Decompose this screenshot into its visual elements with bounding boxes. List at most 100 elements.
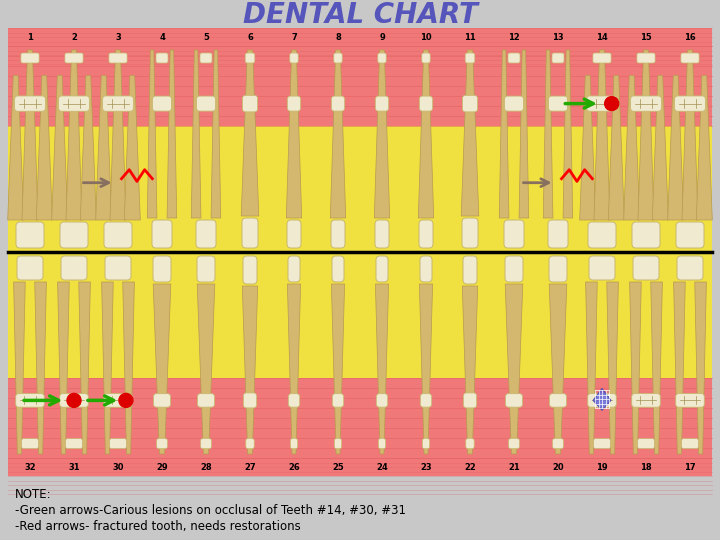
FancyBboxPatch shape: [375, 220, 389, 248]
Bar: [8, 458, 712, 476]
Polygon shape: [629, 282, 642, 454]
FancyBboxPatch shape: [102, 96, 133, 111]
Polygon shape: [462, 50, 479, 216]
Polygon shape: [66, 50, 82, 220]
FancyBboxPatch shape: [549, 394, 567, 407]
Polygon shape: [682, 50, 698, 220]
FancyBboxPatch shape: [676, 222, 704, 248]
FancyBboxPatch shape: [464, 393, 477, 408]
FancyBboxPatch shape: [589, 256, 615, 280]
FancyBboxPatch shape: [682, 438, 698, 449]
Bar: [8, 126, 712, 252]
FancyBboxPatch shape: [200, 53, 212, 63]
Polygon shape: [110, 50, 126, 220]
Text: 18: 18: [640, 462, 652, 471]
Polygon shape: [52, 76, 68, 220]
FancyBboxPatch shape: [153, 256, 171, 282]
Text: 13: 13: [552, 32, 564, 42]
Polygon shape: [462, 286, 477, 454]
Polygon shape: [651, 282, 662, 454]
Polygon shape: [652, 76, 668, 220]
FancyBboxPatch shape: [331, 220, 345, 248]
Polygon shape: [593, 388, 611, 410]
FancyBboxPatch shape: [505, 256, 523, 282]
FancyBboxPatch shape: [60, 394, 89, 407]
FancyBboxPatch shape: [201, 438, 212, 449]
Polygon shape: [243, 286, 258, 454]
FancyBboxPatch shape: [419, 220, 433, 248]
Polygon shape: [594, 50, 610, 220]
Polygon shape: [14, 282, 25, 454]
Text: 11: 11: [464, 32, 476, 42]
FancyBboxPatch shape: [548, 220, 568, 248]
FancyBboxPatch shape: [419, 96, 433, 111]
FancyBboxPatch shape: [633, 256, 659, 280]
FancyBboxPatch shape: [465, 53, 474, 63]
Polygon shape: [695, 282, 706, 454]
FancyBboxPatch shape: [22, 438, 38, 449]
Polygon shape: [638, 50, 654, 220]
Polygon shape: [192, 50, 201, 218]
Text: 27: 27: [244, 462, 256, 471]
Polygon shape: [696, 76, 712, 220]
FancyBboxPatch shape: [675, 96, 706, 111]
FancyBboxPatch shape: [197, 394, 215, 407]
Bar: [8, 252, 712, 378]
FancyBboxPatch shape: [197, 256, 215, 282]
FancyBboxPatch shape: [65, 53, 83, 63]
Bar: [8, 378, 712, 458]
Text: 5: 5: [203, 32, 209, 42]
Text: NOTE:: NOTE:: [15, 488, 52, 501]
FancyBboxPatch shape: [508, 438, 519, 449]
Polygon shape: [674, 282, 685, 454]
FancyBboxPatch shape: [462, 96, 477, 112]
Text: 4: 4: [159, 32, 165, 42]
Bar: [8, 46, 712, 126]
Text: 10: 10: [420, 32, 432, 42]
FancyBboxPatch shape: [587, 96, 618, 111]
Polygon shape: [197, 284, 215, 454]
Text: 2: 2: [71, 32, 77, 42]
FancyBboxPatch shape: [463, 256, 477, 284]
FancyBboxPatch shape: [287, 220, 301, 248]
Polygon shape: [544, 50, 553, 218]
FancyBboxPatch shape: [105, 256, 131, 280]
Text: 19: 19: [596, 462, 608, 471]
Text: 22: 22: [464, 462, 476, 471]
Polygon shape: [35, 282, 46, 454]
Polygon shape: [211, 50, 221, 218]
FancyBboxPatch shape: [375, 96, 389, 111]
Text: 25: 25: [332, 462, 344, 471]
Polygon shape: [505, 284, 523, 454]
FancyBboxPatch shape: [549, 256, 567, 282]
Text: -Red arrows- fractured tooth, needs restorations: -Red arrows- fractured tooth, needs rest…: [15, 520, 301, 533]
Polygon shape: [148, 50, 157, 218]
Text: 24: 24: [376, 462, 388, 471]
Polygon shape: [374, 50, 390, 218]
Text: 9: 9: [379, 32, 385, 42]
FancyBboxPatch shape: [462, 218, 478, 248]
FancyBboxPatch shape: [242, 218, 258, 248]
FancyBboxPatch shape: [290, 438, 297, 449]
FancyBboxPatch shape: [332, 256, 344, 282]
FancyBboxPatch shape: [16, 222, 44, 248]
Polygon shape: [375, 284, 389, 454]
FancyBboxPatch shape: [508, 53, 520, 63]
FancyBboxPatch shape: [588, 394, 616, 407]
Text: DENTAL CHART: DENTAL CHART: [243, 1, 477, 29]
Polygon shape: [624, 76, 639, 220]
FancyBboxPatch shape: [549, 96, 567, 111]
FancyBboxPatch shape: [593, 53, 611, 63]
Text: 29: 29: [156, 462, 168, 471]
Text: -Green arrows-Carious lesions on occlusal of Teeth #14, #30, #31: -Green arrows-Carious lesions on occlusa…: [15, 504, 406, 517]
Polygon shape: [78, 282, 91, 454]
FancyBboxPatch shape: [553, 438, 563, 449]
Text: 20: 20: [552, 462, 564, 471]
FancyBboxPatch shape: [677, 256, 703, 280]
FancyBboxPatch shape: [109, 438, 127, 449]
Text: 26: 26: [288, 462, 300, 471]
FancyBboxPatch shape: [631, 394, 660, 407]
FancyBboxPatch shape: [552, 53, 564, 63]
FancyBboxPatch shape: [423, 438, 430, 449]
Polygon shape: [167, 50, 176, 218]
